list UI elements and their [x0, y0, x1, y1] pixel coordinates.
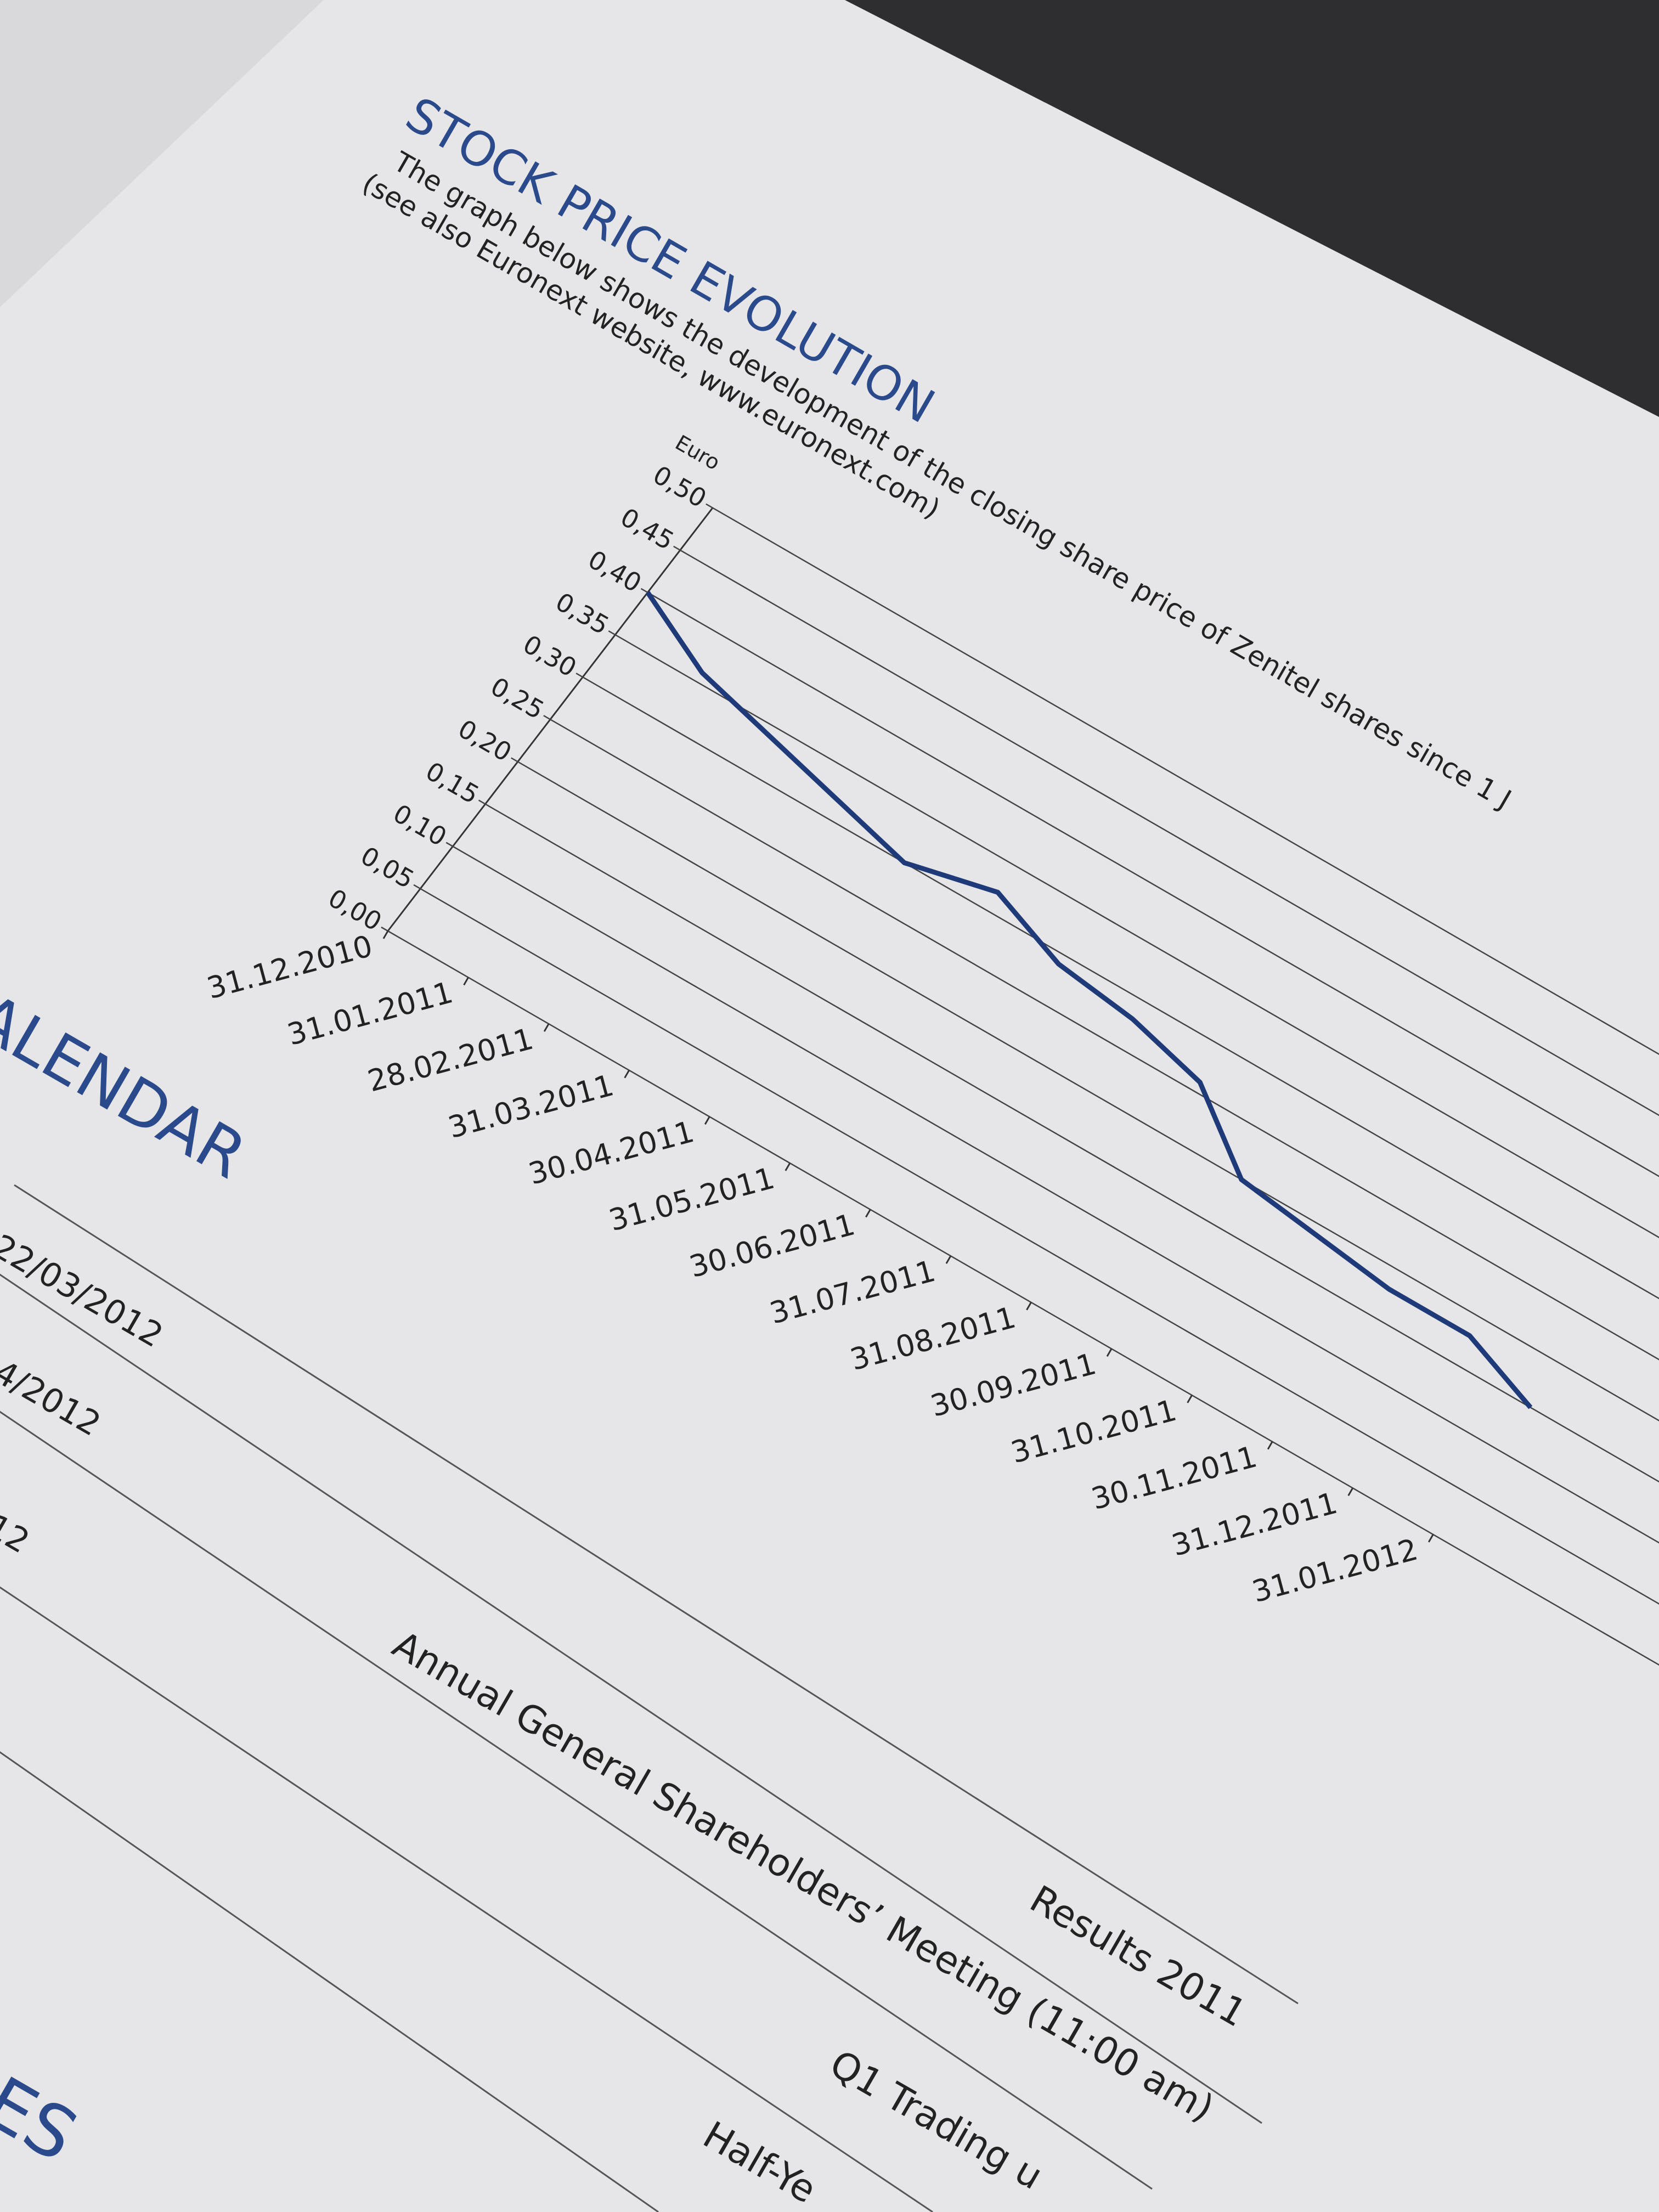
- row-rule: [0, 1410, 1153, 2190]
- x-tick: [463, 977, 469, 986]
- grid-line: [640, 588, 1659, 1334]
- facing-page: [0, 0, 324, 307]
- grid-line: [511, 757, 1659, 1503]
- grid-line: [478, 799, 1659, 1545]
- x-tick: [704, 1116, 710, 1125]
- x-tick: [1427, 1534, 1434, 1543]
- grid-line: [575, 673, 1659, 1419]
- x-tick: [945, 1255, 952, 1264]
- grid-line: [445, 842, 1659, 1588]
- grid-line: [413, 884, 1659, 1630]
- x-tick: [624, 1070, 630, 1079]
- x-tick: [543, 1023, 550, 1032]
- price-line: [645, 591, 1533, 1409]
- grid-line: [673, 545, 1659, 1291]
- row-rule: [0, 1586, 933, 2212]
- grid-line: [608, 630, 1659, 1376]
- x-tick: [382, 930, 389, 939]
- x-tick: [1187, 1395, 1193, 1403]
- grid-line: [706, 503, 1659, 1249]
- table-surface: [845, 0, 1659, 417]
- row-rule: [14, 1184, 1299, 2005]
- x-tick: [1026, 1302, 1032, 1311]
- grid-line: [381, 926, 1659, 1673]
- x-tick: [1347, 1487, 1353, 1496]
- x-tick: [785, 1163, 791, 1171]
- row-rule: [0, 1751, 659, 2212]
- x-tick: [1267, 1441, 1273, 1450]
- x-tick: [865, 1209, 871, 1218]
- x-tick: [1106, 1348, 1113, 1357]
- grid-line: [543, 715, 1659, 1461]
- row-rule: [0, 1273, 1262, 2124]
